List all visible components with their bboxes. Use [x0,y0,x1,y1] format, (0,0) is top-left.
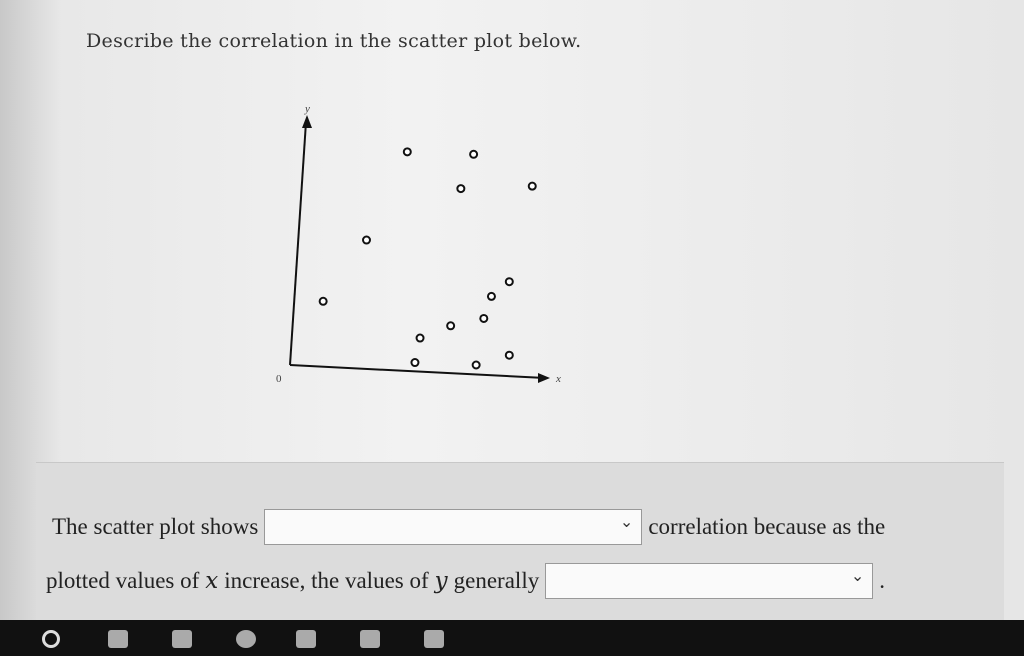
point [504,277,514,287]
answer-panel: The scatter plot shows correlation becau… [36,462,1004,621]
point [469,149,479,159]
text: increase, the values of [224,568,429,593]
app-icon[interactable] [172,630,192,648]
question: Describe the correlation in the scatter … [86,30,582,52]
answer-line-1: The scatter plot shows correlation becau… [52,509,885,545]
origin-label: 0 [276,373,282,385]
app-icon[interactable] [236,630,256,648]
y-axis [289,121,307,366]
point [504,350,514,360]
point [362,235,371,245]
point [471,360,481,370]
point [479,313,489,323]
x-axis [289,364,546,379]
point [318,296,328,306]
app-icon[interactable] [360,630,380,648]
point [415,333,425,343]
point [486,291,496,301]
point [446,321,456,331]
taskbar [0,620,1024,656]
app-icon[interactable] [296,630,316,648]
app-icon[interactable] [424,630,444,648]
text: generally [453,568,540,593]
x-axis-label: x [555,373,561,385]
text: correlation because as the [648,514,886,539]
search-icon[interactable] [42,630,60,648]
variable: y [434,568,448,594]
x-arrow [538,373,550,383]
point [410,358,420,368]
text: plotted values of [46,568,200,593]
point [527,181,537,191]
app-icon[interactable] [108,630,128,648]
y-arrow [302,115,312,128]
answer-line-2: plotted values of x increase, the values… [46,563,885,599]
point [402,147,412,157]
point [456,184,466,194]
text: The scatter plot shows [52,514,259,539]
correlation-dropdown[interactable] [264,509,643,545]
y-axis-label: y [304,103,310,115]
variable: x [205,568,219,594]
scatter-plot: x y 0 [276,103,561,385]
text: . [879,568,885,593]
trend-dropdown[interactable] [545,563,874,599]
